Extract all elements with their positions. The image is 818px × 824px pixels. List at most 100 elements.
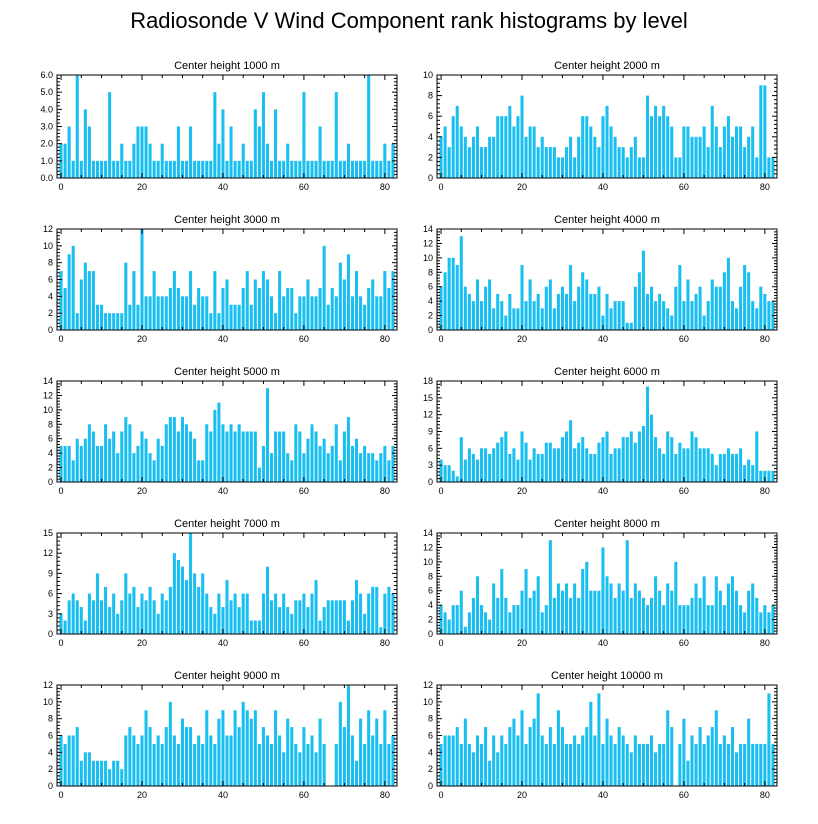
bar [747, 459, 751, 482]
x-tick-label: 0 [59, 638, 64, 648]
bar [528, 459, 532, 482]
bar [104, 160, 108, 178]
bar [338, 160, 342, 178]
bar [233, 593, 237, 634]
bar [544, 605, 548, 634]
bar [475, 459, 479, 482]
bar [528, 279, 532, 330]
bar [350, 296, 354, 330]
bar [294, 424, 298, 482]
bar [605, 105, 609, 178]
y-tick-label: 12 [423, 410, 433, 420]
bar [342, 431, 346, 482]
bar [763, 470, 767, 482]
bar [128, 160, 132, 178]
bar [670, 590, 674, 634]
bar [475, 735, 479, 786]
bar [371, 279, 375, 330]
bar [318, 287, 322, 330]
bar [641, 250, 645, 330]
bar [367, 453, 371, 482]
bar [617, 301, 621, 330]
bar [278, 160, 282, 178]
bar [286, 287, 290, 330]
bar [621, 301, 625, 330]
bar [253, 279, 257, 330]
bar [556, 293, 560, 330]
bar [658, 743, 662, 786]
bar [722, 605, 726, 634]
bar [326, 160, 330, 178]
x-tick-label: 0 [59, 486, 64, 496]
bar [355, 580, 359, 634]
bar [363, 743, 367, 786]
bar [104, 760, 108, 786]
x-tick-label: 40 [598, 638, 608, 648]
bar [739, 743, 743, 786]
bar [605, 718, 609, 786]
bar [71, 245, 75, 330]
bar [274, 710, 278, 786]
bar [597, 147, 601, 178]
bar [589, 126, 593, 178]
bar [601, 743, 605, 786]
bar [326, 304, 330, 330]
bar [593, 590, 597, 634]
x-tick-label: 60 [299, 334, 309, 344]
bar [278, 431, 282, 482]
bar [355, 271, 359, 330]
bar [556, 710, 560, 786]
x-tick-label: 60 [679, 638, 689, 648]
bar [694, 743, 698, 786]
bar [621, 590, 625, 634]
y-tick-label: 0 [428, 325, 433, 335]
x-tick-label: 60 [299, 638, 309, 648]
bar [116, 453, 120, 482]
bar [536, 147, 540, 178]
panel-title: Center height 5000 m [174, 366, 280, 378]
bar [569, 265, 573, 330]
bar [225, 735, 229, 786]
bar [520, 590, 524, 634]
bar [637, 431, 641, 482]
bar [359, 718, 363, 786]
bar [67, 445, 71, 482]
bar [666, 308, 670, 330]
bar [330, 445, 334, 482]
y-tick-label: 6 [428, 443, 433, 453]
x-tick-label: 40 [218, 790, 228, 800]
bar [577, 442, 581, 482]
bar [363, 445, 367, 482]
plot-frame [436, 228, 778, 331]
bar [375, 160, 379, 178]
bar [718, 590, 722, 634]
bar [556, 157, 560, 178]
bar [164, 296, 168, 330]
bar [152, 743, 156, 786]
bar [694, 293, 698, 330]
bar [544, 286, 548, 330]
y-tick-label: 10 [423, 253, 433, 263]
x-tick-label: 80 [380, 334, 390, 344]
y-tick-label: 0 [428, 781, 433, 791]
panel-title: Center height 2000 m [554, 60, 660, 72]
bar [654, 301, 658, 330]
bar [467, 293, 471, 330]
bar [209, 313, 213, 330]
bar [552, 147, 556, 178]
bar [221, 607, 225, 634]
bar [633, 735, 637, 786]
bar [314, 160, 318, 178]
bar [342, 160, 346, 178]
bar [314, 431, 318, 482]
bar [751, 301, 755, 330]
bar [569, 420, 573, 482]
bar [686, 448, 690, 482]
bar [443, 735, 447, 786]
bar [302, 296, 306, 330]
bar [560, 157, 564, 178]
x-tick-label: 60 [679, 486, 689, 496]
bar [391, 735, 395, 786]
bar [645, 605, 649, 634]
bar [87, 593, 91, 634]
